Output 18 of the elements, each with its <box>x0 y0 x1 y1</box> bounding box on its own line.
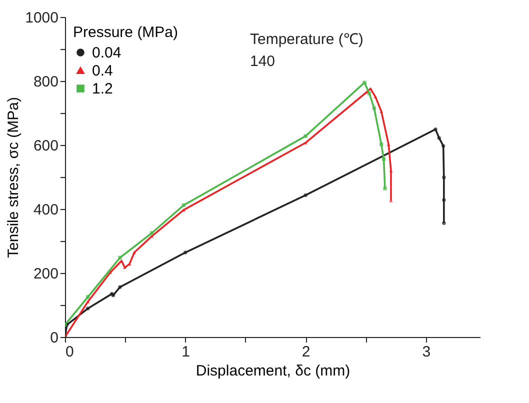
y-tick-label: 0 <box>50 330 58 346</box>
y-axis-title: Tensile stress, σc (MPa) <box>5 97 22 258</box>
y-tick-label: 800 <box>33 74 58 90</box>
x-axis-title: Displacement, δc (mm) <box>196 362 350 380</box>
x-tick-label: 2 <box>302 344 310 360</box>
y-tick-label: 400 <box>33 202 58 218</box>
y-tick-label: 200 <box>33 266 58 282</box>
annotation: 140 <box>250 53 276 70</box>
x-tick-label: 0 <box>66 344 74 360</box>
y-tick-label: 1000 <box>25 10 58 26</box>
annotation: Temperature (℃) <box>250 31 364 48</box>
x-tick-label: 3 <box>422 344 431 360</box>
x-tick-label: 1 <box>182 344 190 360</box>
legend-label: 0.04 <box>92 44 122 62</box>
legend-label: 0.4 <box>92 62 113 80</box>
legend-title: Pressure (MPa) <box>73 24 178 41</box>
legend-label: 1.2 <box>92 80 113 98</box>
y-tick-label: 600 <box>33 138 58 154</box>
